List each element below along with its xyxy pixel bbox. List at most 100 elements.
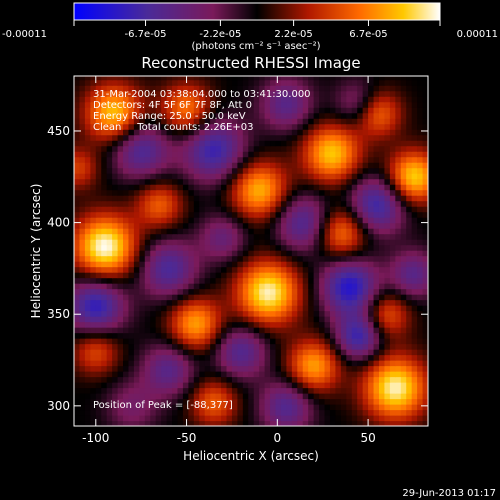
heatmap-cell — [172, 85, 179, 92]
heatmap-cell — [340, 365, 347, 372]
heatmap-cell — [248, 349, 255, 356]
y-tick-label: 450 — [47, 124, 70, 138]
heatmap-cell — [139, 167, 146, 174]
heatmap-cell — [270, 118, 277, 125]
heatmap-cell — [215, 382, 222, 389]
heatmap-cell — [280, 90, 287, 97]
heatmap-cell — [188, 217, 195, 224]
heatmap-cell — [242, 173, 249, 180]
heatmap-cell — [112, 101, 119, 108]
heatmap-cell — [161, 85, 168, 92]
heatmap-cell — [329, 283, 337, 290]
heatmap-cell — [270, 409, 277, 416]
heatmap-cell — [308, 398, 315, 405]
heatmap-cell — [123, 167, 130, 174]
heatmap-cell — [117, 250, 124, 257]
heatmap-cell — [215, 332, 222, 339]
heatmap-cell — [84, 189, 91, 196]
heatmap-cell — [242, 145, 249, 152]
heatmap-cell — [346, 283, 353, 290]
colorbar-tick-label: -6.7e-05 — [125, 29, 167, 40]
heatmap-cell — [291, 272, 298, 279]
heatmap-cell — [128, 409, 135, 416]
heatmap-cell — [302, 277, 309, 284]
heatmap-cell — [199, 239, 206, 246]
heatmap-cell — [106, 283, 113, 290]
heatmap-cell — [422, 288, 428, 295]
heatmap-cell — [231, 272, 238, 279]
heatmap-cell — [155, 118, 162, 125]
heatmap-cell — [378, 206, 386, 213]
heatmap-cell — [106, 167, 113, 174]
heatmap-cell — [84, 112, 91, 119]
heatmap-cell — [112, 173, 119, 180]
heatmap-cell — [150, 239, 157, 246]
heatmap-cell — [90, 222, 97, 229]
heatmap-cell — [150, 266, 157, 273]
heatmap-cell — [308, 305, 315, 312]
heatmap-cell — [411, 233, 418, 240]
heatmap-cell — [302, 79, 309, 86]
heatmap-cell — [199, 393, 206, 400]
heatmap-cell — [302, 206, 309, 213]
heatmap-cell — [123, 250, 130, 257]
heatmap-cell — [128, 217, 135, 224]
heatmap-cell — [378, 239, 386, 246]
heatmap-cell — [378, 189, 386, 196]
heatmap-cell — [210, 184, 217, 191]
heatmap-cell — [144, 327, 151, 334]
heatmap-cell — [373, 250, 380, 257]
heatmap-cell — [406, 360, 413, 367]
heatmap-cell — [422, 107, 428, 114]
heatmap-cell — [389, 206, 396, 213]
heatmap-cell — [242, 123, 249, 130]
heatmap-cell — [389, 343, 396, 350]
heatmap-cell — [79, 382, 86, 389]
heatmap-cell — [411, 316, 418, 323]
heatmap-cell — [95, 310, 102, 317]
heatmap-cell — [411, 277, 418, 284]
heatmap-cell — [411, 272, 418, 279]
heatmap-cell — [172, 195, 179, 202]
heatmap-cell — [133, 250, 140, 257]
heatmap-cell — [324, 310, 331, 317]
heatmap-cell — [210, 387, 217, 394]
heatmap-cell — [155, 195, 162, 202]
heatmap-cell — [101, 101, 108, 108]
heatmap-cell — [150, 76, 157, 81]
heatmap-cell — [150, 167, 157, 174]
heatmap-cell — [411, 266, 418, 273]
heatmap-cell — [242, 140, 249, 147]
heatmap-cell — [139, 129, 146, 136]
heatmap-cell — [395, 76, 402, 81]
heatmap-cell — [199, 415, 206, 422]
heatmap-cell — [237, 184, 244, 191]
heatmap-cell — [378, 393, 386, 400]
heatmap-cell — [357, 354, 364, 361]
heatmap-cell — [193, 365, 200, 372]
heatmap-cell — [215, 349, 222, 356]
heatmap-cell — [74, 266, 81, 273]
heatmap-cell — [161, 244, 168, 251]
heatmap-cell — [297, 354, 304, 361]
heatmap-cell — [362, 101, 369, 108]
heatmap-cell — [112, 354, 119, 361]
heatmap-cell — [166, 343, 173, 350]
heatmap-cell — [123, 261, 130, 268]
heatmap-cell — [221, 354, 228, 361]
heatmap-cell — [351, 140, 358, 147]
heatmap-cell — [84, 79, 91, 86]
heatmap-cell — [422, 195, 428, 202]
heatmap-cell — [253, 310, 260, 317]
heatmap-cell — [270, 79, 277, 86]
heatmap-cell — [264, 310, 271, 317]
heatmap-cell — [90, 327, 97, 334]
heatmap-cell — [188, 261, 195, 268]
heatmap-cell — [368, 266, 375, 273]
heatmap-cell — [340, 178, 347, 185]
heatmap-cell — [139, 261, 146, 268]
heatmap-cell — [123, 272, 130, 279]
heatmap-cell — [144, 129, 151, 136]
heatmap-cell — [199, 123, 206, 130]
heatmap-cell — [351, 376, 358, 383]
